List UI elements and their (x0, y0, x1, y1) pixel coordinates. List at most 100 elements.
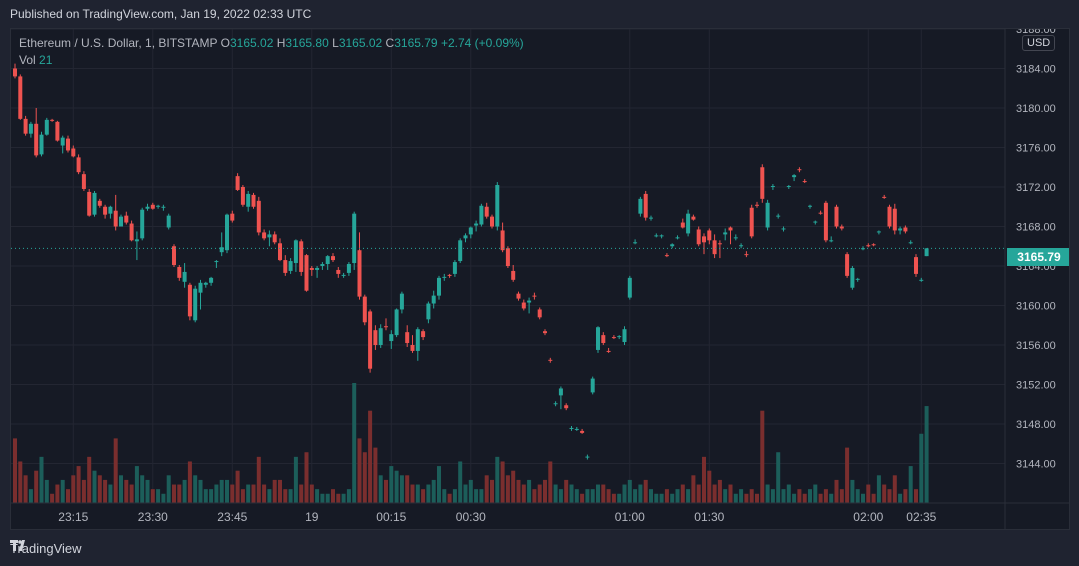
x-tick-label: 00:15 (376, 510, 406, 524)
volume-bar (399, 475, 404, 503)
volume-bar (39, 456, 44, 503)
candle-body (437, 277, 441, 296)
close-value: 3165.79 (394, 36, 438, 50)
volume-bar (505, 475, 510, 503)
volume-bar (320, 493, 325, 503)
volume-bar (553, 484, 558, 503)
candle-body (384, 326, 388, 328)
candle-body (431, 295, 436, 304)
volume-bar (733, 493, 738, 503)
tradingview-logo-icon (10, 540, 25, 551)
candle-body (124, 215, 129, 223)
volume-bar (331, 489, 335, 503)
volume-bar (415, 484, 420, 503)
time-axis: 23:15 23:30 23:45 19 00:15 00:30 01:00 01:30 02:… (58, 510, 936, 524)
candle-body (627, 277, 632, 298)
volume-bar (797, 489, 802, 503)
volume-bar (532, 489, 537, 503)
footer-brand: TradingView (10, 541, 82, 556)
candle-body (717, 243, 722, 245)
candle-body (362, 296, 367, 323)
volume-bar (161, 493, 166, 503)
last-price-label: 3165.79 (1007, 248, 1069, 266)
y-tick-label: 3160.00 (1016, 301, 1056, 313)
candle-body (97, 200, 102, 206)
candle-body (39, 134, 44, 155)
candle-body (569, 427, 574, 429)
candle-body (760, 167, 765, 199)
candlestick-chart[interactable]: 3144.003148.003152.003156.003160.003164.… (11, 29, 1070, 530)
candle-body (850, 267, 855, 288)
candle-body (580, 430, 585, 433)
candle-body (558, 388, 563, 396)
volume-bar (129, 484, 134, 503)
volume-bar (240, 489, 245, 503)
candle-body (585, 456, 590, 458)
candle-body (172, 246, 176, 266)
volume-bar (352, 383, 357, 503)
candle-body (336, 269, 341, 274)
y-tick-label: 3156.00 (1016, 340, 1056, 352)
volume-bar (394, 470, 399, 503)
candle-body (564, 405, 569, 409)
candle-body (892, 208, 897, 231)
candle-body (219, 247, 224, 253)
volume-row: Vol 21 (19, 52, 524, 69)
volume-bar (903, 489, 908, 503)
currency-button[interactable]: USD (1022, 35, 1056, 51)
y-tick-label: 3172.00 (1016, 182, 1056, 194)
volume-bar (638, 484, 643, 503)
volume-bar (256, 456, 261, 503)
candle-body (908, 242, 913, 244)
volume-bar (670, 493, 675, 503)
candle-body (309, 267, 314, 270)
volume-bar (765, 484, 770, 503)
candle-body (177, 266, 182, 278)
candle-body (505, 248, 510, 266)
candle-body (876, 231, 881, 233)
chart-area[interactable]: 3144.00 3148.00 3152.00 3156.00 3160.00 3164.… (10, 28, 1070, 530)
volume-bar (548, 461, 553, 503)
volume-bar (813, 484, 818, 503)
candle-body (267, 234, 272, 238)
candle-body (394, 309, 399, 336)
candle-body (495, 185, 500, 227)
candle-body (458, 240, 463, 262)
volume-bar (431, 479, 436, 503)
volume-bar (209, 489, 214, 503)
y-tick-label: 3144.00 (1016, 459, 1056, 471)
candle-body (739, 245, 744, 247)
volume-bar (267, 489, 272, 503)
volume-bar (92, 470, 97, 503)
candle-body (50, 119, 55, 121)
volume-bar (479, 489, 484, 503)
candle-body (702, 236, 706, 243)
volume-bar (691, 475, 696, 503)
volume-bar (362, 452, 367, 503)
volume-bar (834, 479, 839, 503)
volume-bar (357, 438, 362, 503)
volume-bar (543, 479, 547, 503)
candle-body (346, 264, 351, 273)
volume-bar (808, 489, 812, 503)
volume-bar (744, 493, 749, 503)
x-tick-label: 02:35 (906, 510, 936, 524)
candle-body (129, 223, 134, 241)
volume-bar (468, 479, 473, 503)
candle-body (659, 235, 664, 237)
candle-body (71, 148, 76, 157)
candle-body (765, 202, 770, 228)
volume-bar (675, 489, 680, 503)
volume-bar (60, 479, 65, 503)
candle-body (786, 186, 791, 188)
candle-body (829, 240, 834, 242)
volume-bar (696, 484, 701, 503)
volume-bar (786, 484, 791, 503)
volume-bar (654, 493, 659, 503)
candle-body (315, 267, 320, 270)
volume-bar (484, 475, 489, 503)
volume-bar (124, 479, 129, 503)
volume-bar (611, 493, 616, 503)
volume-bar (527, 479, 532, 503)
high-value: 3165.80 (285, 36, 329, 50)
